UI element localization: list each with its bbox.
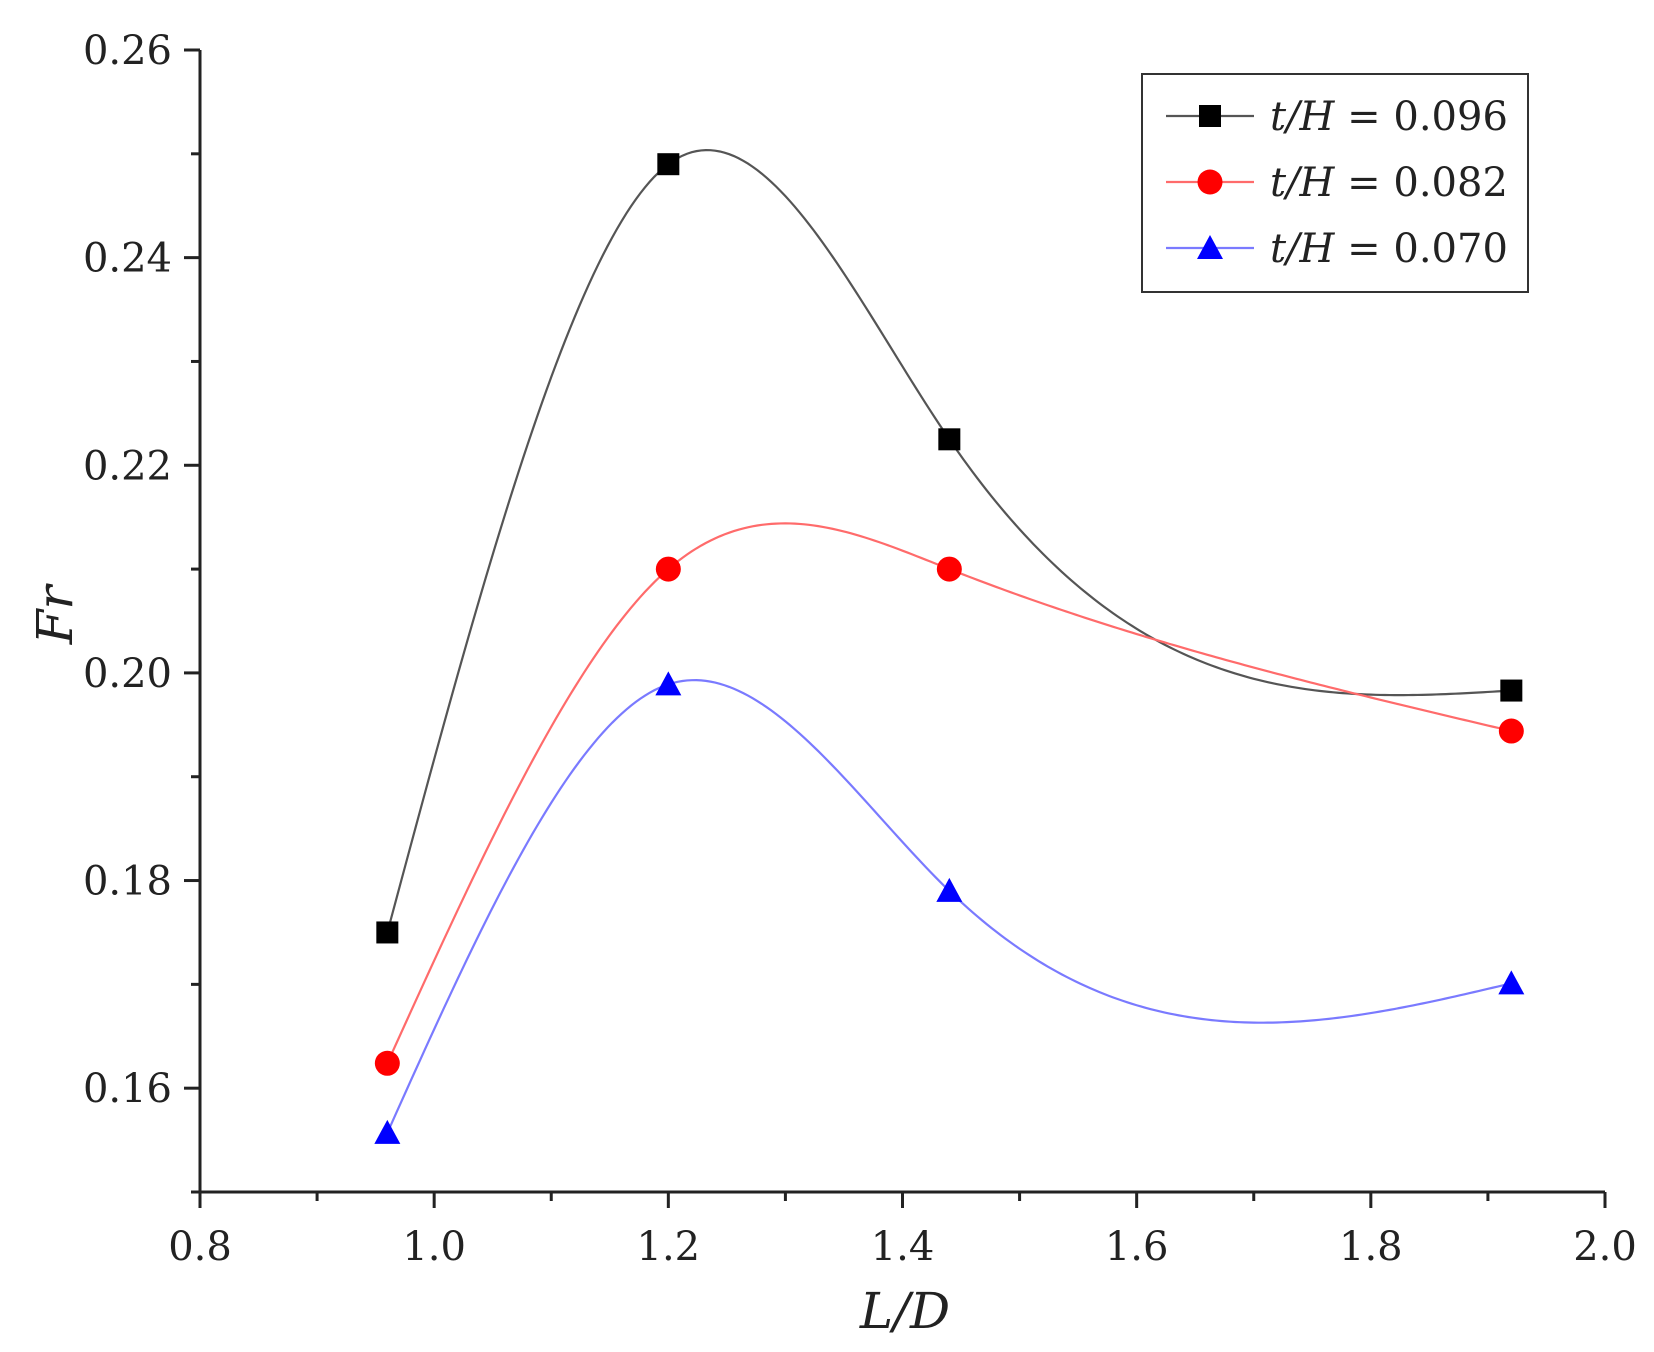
series-layer xyxy=(374,149,1525,1144)
data-point xyxy=(1498,970,1525,995)
y-axis-title: Fr xyxy=(26,583,84,646)
x-tick-label: 1.2 xyxy=(637,1224,701,1270)
data-point xyxy=(936,556,962,582)
data-point xyxy=(657,153,680,176)
y-tick-label: 0.18 xyxy=(83,859,172,905)
series-line xyxy=(386,679,1512,1134)
x-tick-label: 1.4 xyxy=(871,1224,935,1270)
legend-marker xyxy=(1197,169,1223,195)
legend: t/H = 0.096 t/H = 0.082 t/H = 0.070 xyxy=(1141,73,1529,293)
data-point xyxy=(374,1050,400,1076)
x-tick-label: 2.0 xyxy=(1573,1224,1637,1270)
legend-label: t/H = 0.096 xyxy=(1270,94,1508,140)
x-tick-label: 1.8 xyxy=(1339,1224,1403,1270)
x-tick-label: 1.0 xyxy=(402,1224,466,1270)
series-line xyxy=(386,522,1512,1064)
legend-label: t/H = 0.070 xyxy=(1270,226,1508,272)
data-point xyxy=(938,428,961,451)
y-tick-label: 0.16 xyxy=(83,1066,172,1112)
data-point xyxy=(376,921,399,944)
y-tick-label: 0.20 xyxy=(83,651,172,697)
y-tick-label: 0.26 xyxy=(83,28,172,74)
legend-label: t/H = 0.082 xyxy=(1270,160,1508,206)
legend-marker xyxy=(1197,235,1223,259)
data-point xyxy=(1498,718,1524,744)
legend-marker xyxy=(1199,105,1221,127)
x-axis-title: L/D xyxy=(859,1282,950,1340)
y-tick-label: 0.22 xyxy=(83,443,172,489)
x-tick-label: 1.6 xyxy=(1105,1224,1169,1270)
data-point xyxy=(655,671,682,696)
data-point xyxy=(374,1119,401,1144)
data-point xyxy=(1500,679,1523,702)
data-point xyxy=(655,556,681,582)
y-tick-label: 0.24 xyxy=(83,236,172,282)
axis-layer: 0.8 1.0 1.2 1.4 1.6 1.8 2.0 0.16 0.18 0.20 0.22 0.2… xyxy=(83,28,1637,1270)
data-point xyxy=(936,877,963,902)
x-tick-label: 0.8 xyxy=(168,1224,232,1270)
